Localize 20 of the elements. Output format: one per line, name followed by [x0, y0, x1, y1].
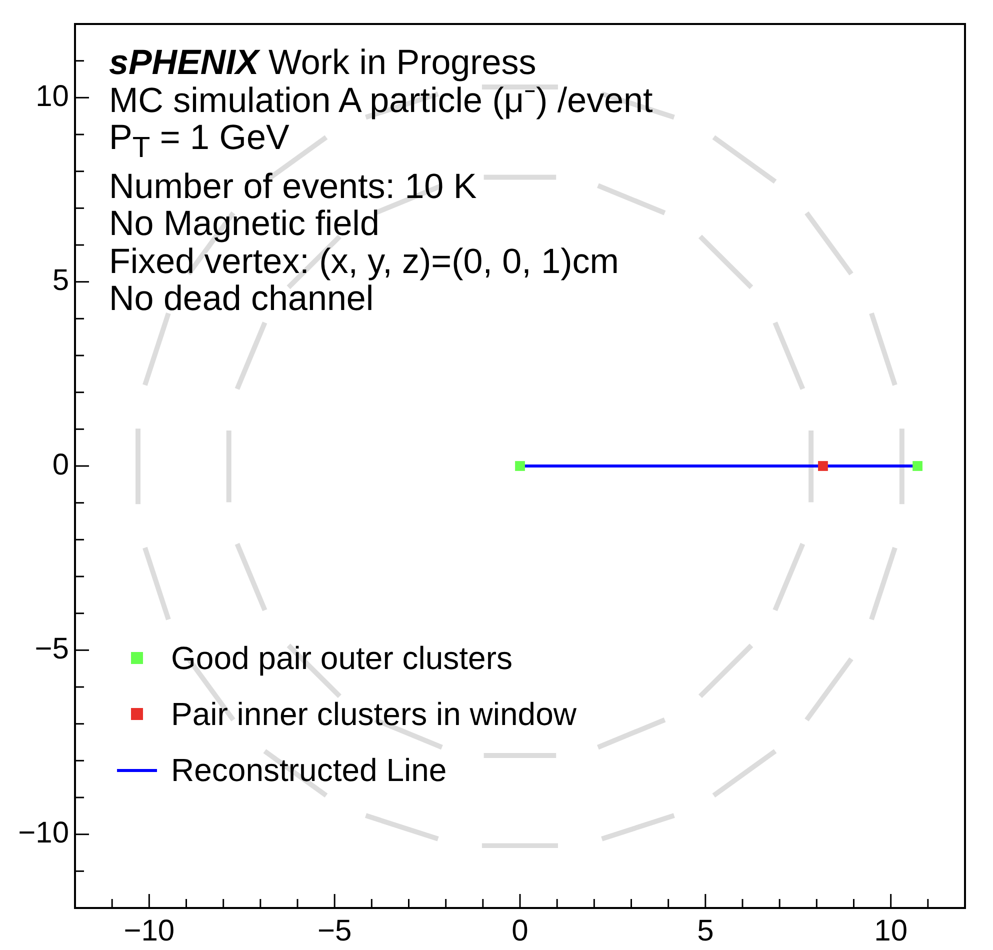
y-tick-label: 5 [52, 264, 69, 298]
annotation: No Magnetic field [109, 204, 380, 243]
x-tick-label: 0 [512, 914, 528, 948]
annotation: Fixed vertex: (x, y, z)=(0, 0, 1)cm [109, 242, 620, 280]
annotation: sPHENIX Work in Progress [109, 43, 536, 82]
annotation: No dead channel [109, 279, 374, 318]
y-tick-label: 0 [52, 448, 69, 482]
legend-label: Pair inner clusters in window [171, 696, 576, 732]
x-tick-label: 10 [874, 914, 908, 948]
annotation: MC simulation A particle (μ⁻) /event [109, 80, 653, 120]
annotation: Number of events: 10 K [109, 166, 478, 206]
legend-label: Good pair outer clusters [171, 640, 512, 676]
y-tick-label: 10 [36, 80, 69, 113]
x-tick-label: −10 [124, 914, 175, 948]
y-tick-label: −5 [34, 632, 69, 666]
legend-label: Reconstructed Line [171, 752, 447, 788]
y-tick-label: −10 [18, 816, 69, 850]
x-tick-label: 5 [697, 914, 714, 948]
annotation: P$_{T}$ = 1 GeV [109, 118, 290, 166]
x-tick-label: −5 [317, 914, 352, 948]
